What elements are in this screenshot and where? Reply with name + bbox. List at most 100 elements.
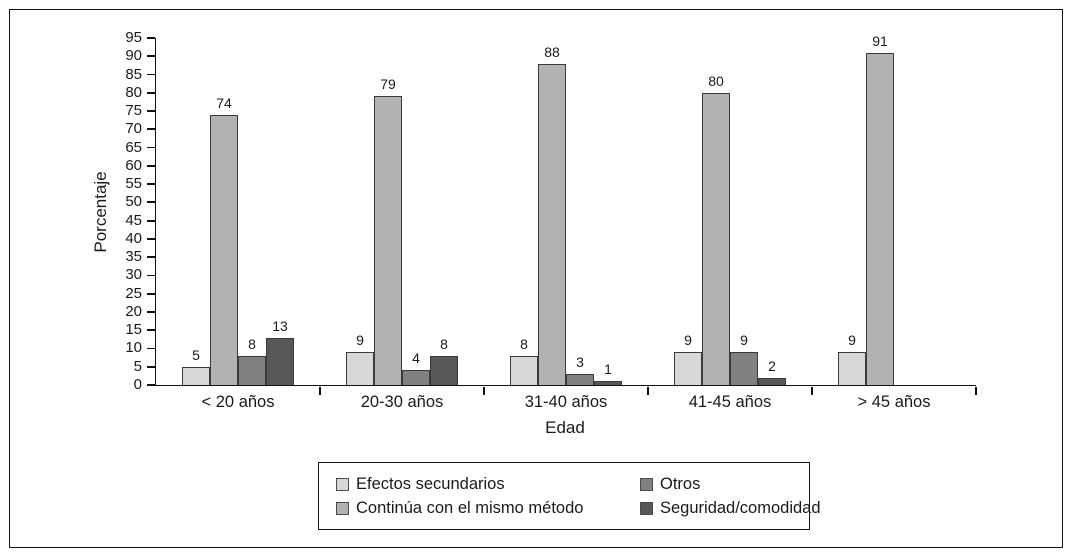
bar-contin-a-con-el-mismo-m-todo xyxy=(538,63,566,385)
bar-value-label: 13 xyxy=(272,317,288,334)
y-axis-tick xyxy=(146,110,155,112)
y-tick-label: 0 xyxy=(133,376,142,393)
y-tick-label: 95 xyxy=(125,29,142,46)
legend-swatch-icon xyxy=(640,501,653,515)
y-axis-tick xyxy=(146,201,155,204)
bar-efectos-secundarios xyxy=(674,352,702,385)
y-axis-tick xyxy=(146,164,155,167)
legend-column: Efectos secundarios Continúa con el mismo… xyxy=(336,475,640,518)
y-tick-label: 35 xyxy=(125,248,142,266)
bar-seguridad-comodidad xyxy=(758,377,786,385)
y-tick-label: 90 xyxy=(125,47,142,65)
legend: Efectos secundarios Continúa con el mismo… xyxy=(318,462,821,530)
y-tick-label: 10 xyxy=(125,339,142,357)
bar-value-label: 9 xyxy=(848,332,856,349)
y-tick-label: 40 xyxy=(125,229,142,247)
legend-swatch-icon xyxy=(640,477,653,491)
bar-otros xyxy=(730,352,758,385)
bar-contin-a-con-el-mismo-m-todo xyxy=(210,114,238,385)
bar-value-label: 3 xyxy=(576,354,584,371)
bar-seguridad-comodidad xyxy=(594,381,622,385)
y-axis-tick xyxy=(146,219,155,222)
x-axis-title: Edad xyxy=(545,418,585,437)
y-tick-label: 70 xyxy=(125,120,142,138)
y-axis-tick xyxy=(146,55,155,58)
y-axis-tick xyxy=(146,329,155,332)
y-tick-label: 15 xyxy=(125,321,142,339)
y-tick-label: 55 xyxy=(125,175,142,193)
chart-frame xyxy=(9,9,1063,548)
legend-label: Continúa con el mismo método xyxy=(356,498,584,517)
y-tick-label: 75 xyxy=(125,102,142,120)
legend-item: Continúa con el mismo método xyxy=(336,499,640,518)
legend-label: Seguridad/comodidad xyxy=(660,498,821,517)
bar-efectos-secundarios xyxy=(346,352,374,385)
legend-item: Efectos secundarios xyxy=(336,475,640,494)
bar-value-label: 1 xyxy=(604,361,612,378)
legend-column: Otros Seguridad/comodidad xyxy=(640,475,821,518)
legend-swatch-icon xyxy=(336,501,349,515)
y-axis-tick xyxy=(146,237,155,240)
y-axis-tick xyxy=(146,128,155,131)
y-axis-tick xyxy=(146,292,155,295)
bar-efectos-secundarios xyxy=(510,355,538,385)
legend-label: Efectos secundarios xyxy=(356,474,505,493)
bar-seguridad-comodidad xyxy=(430,355,458,385)
x-category-label: 41-45 años xyxy=(688,393,772,411)
y-axis-title: Porcentaje xyxy=(91,171,110,253)
y-axis-tick xyxy=(146,91,155,94)
plot-area: 0 5 10 15 20 25 30 35 40 45 50 55 60 65 70 75 80 85 90 95 5 7… xyxy=(125,29,977,411)
x-axis-tick xyxy=(811,386,813,395)
bar-value-label: 74 xyxy=(216,94,232,111)
bar-efectos-secundarios xyxy=(182,366,210,385)
bar-value-label: 88 xyxy=(544,43,560,60)
bar-contin-a-con-el-mismo-m-todo xyxy=(702,92,730,385)
bar-otros xyxy=(566,374,594,385)
y-tick-label: 25 xyxy=(125,284,142,302)
bar-otros xyxy=(402,370,430,385)
y-axis-tick xyxy=(146,347,155,350)
bar-efectos-secundarios xyxy=(838,352,866,385)
y-tick-label: 60 xyxy=(125,156,142,174)
bar-value-label: 2 xyxy=(768,357,776,374)
y-axis-tick xyxy=(146,365,155,368)
legend-swatch-icon xyxy=(336,477,349,491)
bar-contin-a-con-el-mismo-m-todo xyxy=(374,96,402,385)
x-axis-tick xyxy=(975,386,977,395)
x-axis-tick xyxy=(319,386,321,395)
bar-value-label: 8 xyxy=(248,335,256,352)
x-category-label: 20-30 años xyxy=(360,393,444,411)
bar-value-label: 4 xyxy=(412,350,420,367)
bar-value-label: 5 xyxy=(192,346,200,363)
y-tick-label: 45 xyxy=(125,211,142,229)
x-category-label: < 20 años xyxy=(201,393,275,411)
x-category-label: 31-40 años xyxy=(524,393,608,411)
x-category-label: > 45 años xyxy=(857,393,931,411)
y-tick-label: 80 xyxy=(125,83,142,101)
legend-item: Seguridad/comodidad xyxy=(640,499,821,518)
x-axis-tick xyxy=(483,386,485,395)
bar-value-label: 80 xyxy=(708,72,724,89)
y-axis-tick xyxy=(146,37,155,39)
y-axis-tick xyxy=(146,146,155,149)
y-tick-label: 65 xyxy=(125,138,142,156)
y-tick-label: 30 xyxy=(125,266,142,284)
legend-columns: Efectos secundarios Continúa con el mismo… xyxy=(336,475,821,518)
bar-seguridad-comodidad xyxy=(266,337,294,385)
bar-value-label: 8 xyxy=(440,335,448,352)
y-tick-label: 5 xyxy=(133,357,142,375)
bar-value-label: 9 xyxy=(356,332,364,349)
y-axis-tick xyxy=(146,384,155,386)
y-axis-tick xyxy=(146,73,155,76)
legend-item: Otros xyxy=(640,475,821,494)
y-axis-tick xyxy=(146,183,155,185)
y-tick-label: 50 xyxy=(125,193,142,211)
bar-value-label: 9 xyxy=(740,332,748,349)
y-tick-label: 20 xyxy=(125,302,142,320)
y-axis-tick xyxy=(146,274,155,277)
bar-value-label: 9 xyxy=(684,332,692,349)
legend-label: Otros xyxy=(660,474,701,493)
bar-otros xyxy=(238,355,266,385)
y-tick-label: 85 xyxy=(125,65,142,83)
